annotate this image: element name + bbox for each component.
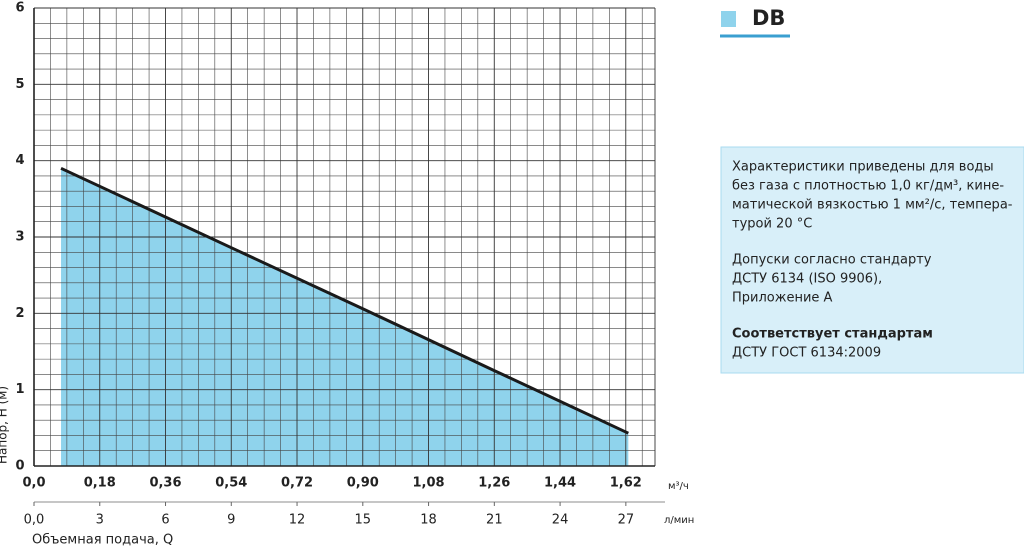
x-tick-label: 1,44: [544, 476, 576, 491]
legend-swatch: [721, 11, 736, 27]
y-tick-label: 5: [15, 77, 24, 92]
x-tick-label: 0,72: [281, 476, 313, 491]
x2-tick-label: 18: [420, 513, 437, 528]
x-axis-title: Объемная подача, Q: [32, 533, 173, 547]
area: [61, 168, 629, 467]
x-tick-label: 1,62: [610, 476, 642, 491]
y-tick-label: 2: [15, 306, 24, 321]
x-tick-label: 0,18: [84, 476, 116, 491]
curve: [60, 166, 629, 435]
y-tick-label: 3: [15, 230, 24, 245]
x-tick-label: 0,54: [215, 476, 247, 491]
x2-tick-label: 27: [618, 513, 635, 528]
x-tick-label: 1,08: [412, 476, 444, 491]
x2-tick-label: 24: [552, 513, 569, 528]
y-tick-label: 1: [15, 382, 24, 397]
x-tick-label: 0,90: [347, 476, 379, 491]
note-line: Приложение А: [732, 291, 833, 306]
x2-tick-label: 15: [355, 513, 372, 528]
y-tick-label: 6: [15, 1, 24, 16]
note-line: ДСТУ 6134 (ISO 9906),: [732, 272, 882, 287]
legend-label: DB: [752, 6, 785, 30]
x2-tick-label: 6: [161, 513, 169, 528]
x2-tick-label: 9: [227, 513, 235, 528]
note-line: без газа с плотностью 1,0 кг/дм³, кине-: [732, 179, 1004, 194]
y-axis-title: Напор, H (м): [0, 386, 10, 464]
x-tick-label: 0,36: [149, 476, 181, 491]
x2-tick-label: 0,0: [24, 513, 45, 528]
plot-area: 0,0 0,18 0,36 0,54 0,72 0,90 1,08 1,26 1,44 1,62 0…: [0, 1, 694, 547]
note-line: Допуски согласно стандарту: [732, 253, 932, 268]
note-heading: Соответствует стандартам: [732, 327, 933, 342]
x2-tick-label: 21: [486, 513, 503, 528]
notes-box: [720, 146, 1024, 374]
x-unit: м³/ч: [668, 481, 689, 492]
x2-tick-label: 3: [96, 513, 104, 528]
x-tick-label: 1,26: [478, 476, 510, 491]
note-line: Характеристики приведены для воды: [732, 160, 994, 175]
notes: Характеристики приведены для воды без газ…: [732, 160, 1013, 361]
x-tick-label: 0,0: [22, 476, 45, 491]
y-tick-label: 4: [15, 153, 24, 168]
y-tick-label: 0: [15, 459, 24, 474]
x2-unit: л/мин: [664, 515, 694, 526]
note-line: ДСТУ ГОСТ 6134:2009: [732, 346, 881, 361]
x2-tick-label: 12: [289, 513, 306, 528]
note-line: турой 20 °C: [732, 217, 812, 232]
note-line: матической вязкостью 1 мм²/с, темпера-: [732, 198, 1013, 213]
